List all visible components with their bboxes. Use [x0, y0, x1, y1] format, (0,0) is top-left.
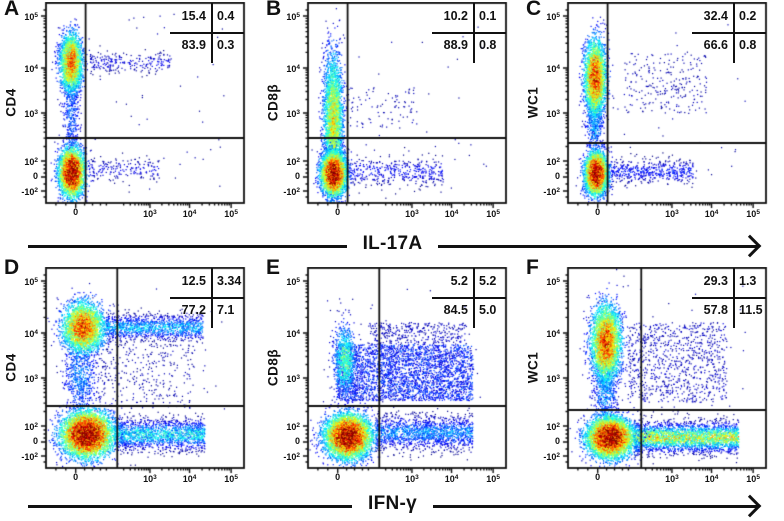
- y-tick-label: 103: [286, 374, 300, 384]
- y-tick-label: -102: [21, 187, 38, 197]
- y-tick-label: -102: [543, 187, 560, 197]
- panel-F: F WC1 105 104 103 102 0 -102 0 103 104 105 29.3 1…: [522, 253, 784, 493]
- arrowhead-icon: [738, 494, 762, 518]
- y-tick-label: 105: [24, 277, 38, 287]
- y-tick-label: -102: [543, 452, 560, 462]
- x-tick-label: 104: [704, 474, 719, 484]
- y-tick-label: -102: [283, 452, 300, 462]
- panel-letter-D: D: [4, 256, 20, 279]
- x-axis-arrow-ifng: IFN-γ: [28, 493, 762, 518]
- panel-letter-A: A: [4, 0, 20, 20]
- arrow-line-right: [433, 504, 757, 508]
- panel-letter-B: B: [266, 0, 282, 20]
- y-tick-label: 103: [286, 109, 300, 119]
- x-tick-label: 104: [182, 209, 197, 219]
- y-tick-label: 0: [32, 436, 38, 446]
- y-tick-label: -102: [283, 187, 300, 197]
- x-tick-label: 0: [335, 207, 341, 217]
- y-tick-label: 103: [24, 109, 38, 119]
- x-tick-label: 104: [704, 209, 719, 219]
- x-tick-label: 105: [746, 474, 760, 484]
- y-tick-label: 0: [294, 436, 300, 446]
- y-tick-label: 0: [294, 171, 300, 181]
- y-tick-label: 0: [32, 171, 38, 181]
- x-tick-label: 103: [665, 209, 679, 219]
- x-tick-label: 104: [182, 474, 197, 484]
- x-tick-label: 105: [224, 474, 238, 484]
- y-tick-label: 104: [286, 64, 300, 74]
- x-tick-label: 104: [444, 209, 459, 219]
- y-tick-label: 102: [546, 422, 560, 432]
- panel-C: C WC1 105 104 103 102 0 -102 0 103 104 105 32.4 0…: [522, 0, 784, 240]
- panel-letter-F: F: [526, 256, 539, 279]
- x-tick-label: 103: [405, 474, 419, 484]
- y-tick-label: 103: [24, 374, 38, 384]
- x-tick-label: 104: [444, 474, 459, 484]
- panel-letter-C: C: [526, 0, 542, 20]
- y-tick-label: 102: [24, 157, 38, 167]
- y-tick-label: 103: [546, 109, 560, 119]
- y-tick-label: 102: [286, 157, 300, 167]
- y-tick-label: 0: [554, 436, 560, 446]
- panel-D: D CD4 105 104 103 102 0 -102 0 103 104 105 12.5 3…: [0, 253, 262, 493]
- y-tick-label: 104: [286, 329, 300, 339]
- y-tick-label: 0: [554, 171, 560, 181]
- y-tick-label: 104: [546, 329, 560, 339]
- x-tick-label: 105: [486, 474, 500, 484]
- x-axis-arrow-label-il17a: IL-17A: [362, 233, 423, 254]
- x-tick-label: 0: [73, 207, 79, 217]
- x-tick-label: 0: [335, 472, 341, 482]
- arrow-line-left: [28, 504, 352, 508]
- panel-E: E CD8β 105 104 103 102 0 -102 0 103 104 105 5.2 5…: [262, 253, 524, 493]
- y-tick-label: 105: [546, 277, 560, 287]
- x-tick-label: 103: [143, 209, 157, 219]
- density-plot-canvas: [40, 2, 246, 210]
- density-plot-canvas: [302, 267, 508, 475]
- x-tick-label: 0: [595, 207, 601, 217]
- y-tick-label: 104: [24, 64, 38, 74]
- density-plot-canvas: [40, 267, 246, 475]
- x-tick-label: 105: [746, 209, 760, 219]
- panel-A: A CD4 105 104 103 102 0 -102 0 103 104 105 15.4 0…: [0, 0, 262, 240]
- y-tick-label: 105: [24, 12, 38, 22]
- x-tick-label: 105: [486, 209, 500, 219]
- x-tick-label: 105: [224, 209, 238, 219]
- density-plot-canvas: [302, 2, 508, 210]
- panel-B: B CD8β 105 104 103 102 0 -102 0 103 104 105 10.2 …: [262, 0, 524, 240]
- y-tick-label: 103: [546, 374, 560, 384]
- y-tick-label: 105: [286, 277, 300, 287]
- y-tick-label: 105: [546, 12, 560, 22]
- density-plot-canvas: [562, 2, 768, 210]
- y-tick-label: 102: [286, 422, 300, 432]
- x-tick-label: 103: [405, 209, 419, 219]
- density-plot-canvas: [562, 267, 768, 475]
- x-tick-label: 103: [665, 474, 679, 484]
- panel-letter-E: E: [266, 256, 281, 279]
- y-tick-label: 104: [546, 64, 560, 74]
- y-tick-label: 102: [24, 422, 38, 432]
- x-tick-label: 0: [73, 472, 79, 482]
- x-axis-arrow-label-ifng: IFN-γ: [368, 493, 417, 514]
- x-tick-label: 0: [595, 472, 601, 482]
- arrow-line-right: [438, 244, 757, 248]
- y-tick-label: 102: [546, 157, 560, 167]
- x-tick-label: 103: [143, 474, 157, 484]
- y-tick-label: -102: [21, 452, 38, 462]
- y-tick-label: 104: [24, 329, 38, 339]
- arrow-line-left: [28, 244, 347, 248]
- x-axis-arrow-il17a: IL-17A: [28, 233, 762, 258]
- y-tick-label: 105: [286, 12, 300, 22]
